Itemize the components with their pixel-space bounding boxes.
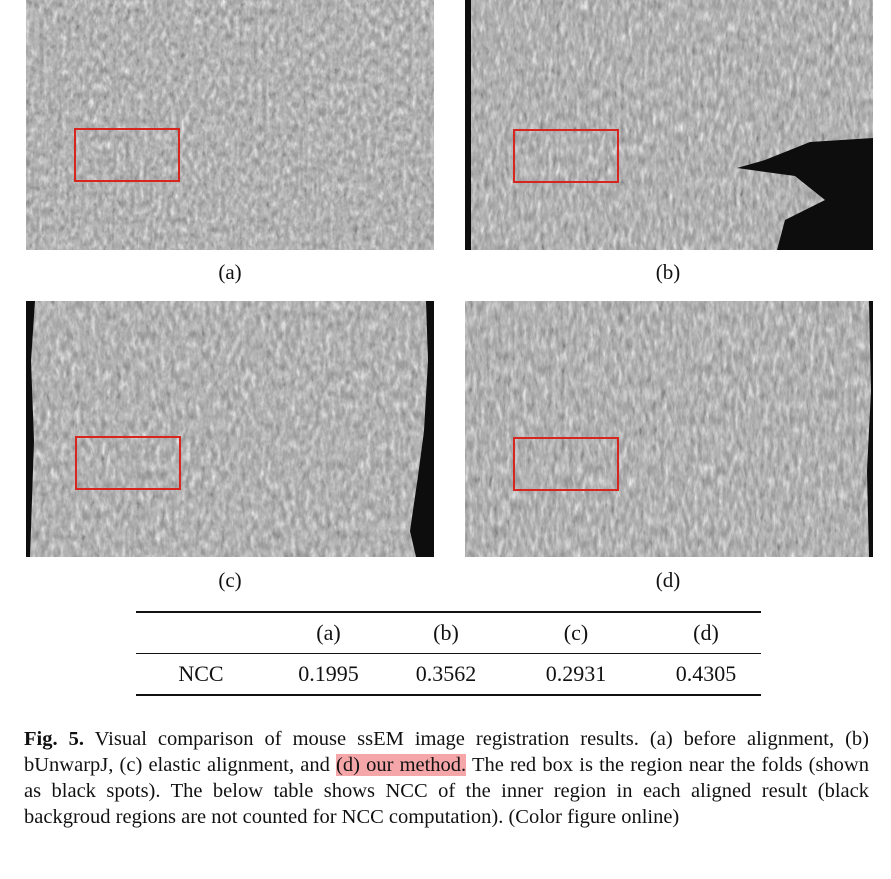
panel-a-label: (a) xyxy=(218,260,242,284)
black-edge-left xyxy=(26,301,35,557)
table-header-row: (a) (b) (c) (d) xyxy=(136,611,761,654)
table-header-cell: (a) xyxy=(266,611,391,654)
table-header-cell: (b) xyxy=(391,611,501,654)
caption-text-before: Visual comparison of mouse ssEM image re… xyxy=(24,728,870,776)
ncc-value-a: 0.1995 xyxy=(266,653,391,696)
table-header-cell: (c) xyxy=(501,611,651,654)
caption-text-after: The red box is the region near the folds… xyxy=(24,754,869,828)
table-header-cell: (d) xyxy=(651,611,761,654)
fold-region-box xyxy=(513,129,619,183)
ncc-value-b: 0.3562 xyxy=(391,653,501,696)
em-texture-b xyxy=(465,0,873,250)
fold-region-box xyxy=(513,437,619,491)
panel-a-image xyxy=(26,0,434,250)
fold-region-box xyxy=(75,436,181,490)
em-texture-a xyxy=(26,0,434,250)
table-row: NCC 0.1995 0.3562 0.2931 0.4305 xyxy=(136,653,761,696)
ncc-value-c: 0.2931 xyxy=(501,653,651,696)
em-texture-c xyxy=(26,301,434,557)
panel-c-label: (c) xyxy=(218,568,242,592)
ncc-value-d: 0.4305 xyxy=(651,653,761,696)
figure-label: Fig. 5. xyxy=(24,728,84,750)
fold-region-box xyxy=(74,128,180,182)
panel-d-label: (d) xyxy=(655,568,681,592)
black-background-region xyxy=(737,138,873,250)
panel-d-image xyxy=(465,301,873,557)
panel-b-image xyxy=(465,0,873,250)
figure-caption: Fig. 5. Visual comparison of mouse ssEM … xyxy=(24,726,869,830)
black-edge-right xyxy=(867,301,873,557)
ncc-table: (a) (b) (c) (d) NCC 0.1995 0.3562 0.2931… xyxy=(136,611,761,696)
row-label: NCC xyxy=(136,653,266,696)
black-edge-right xyxy=(410,301,434,557)
table-header-cell xyxy=(136,611,266,654)
em-texture-d xyxy=(465,301,873,557)
caption-highlight: (d) our method. xyxy=(336,754,467,776)
black-edge-left xyxy=(465,0,471,250)
panel-b-label: (b) xyxy=(655,260,681,284)
panel-c-image xyxy=(26,301,434,557)
